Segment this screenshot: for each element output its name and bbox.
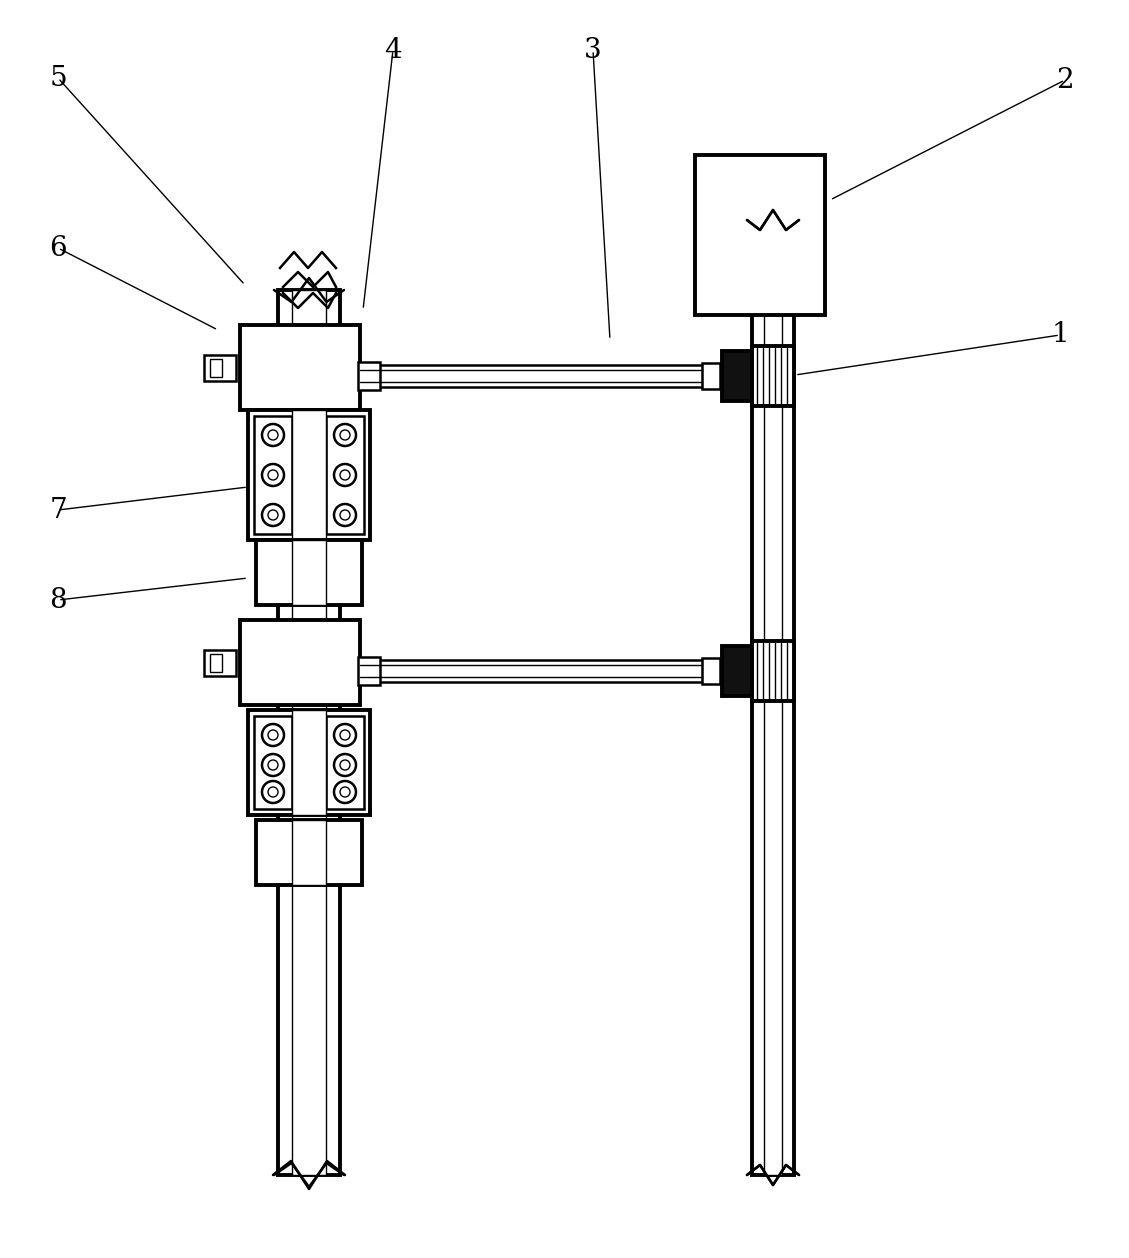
- Text: 2: 2: [1057, 67, 1074, 93]
- Text: 7: 7: [50, 497, 67, 523]
- Bar: [210, 653, 222, 672]
- Bar: [254, 716, 292, 809]
- Bar: [360, 365, 752, 387]
- Bar: [292, 291, 326, 1175]
- Bar: [752, 220, 794, 1175]
- Bar: [358, 362, 380, 390]
- Text: 4: 4: [384, 36, 402, 63]
- Bar: [723, 647, 758, 696]
- Bar: [292, 410, 326, 540]
- Bar: [358, 657, 380, 686]
- Bar: [240, 325, 360, 410]
- Bar: [752, 346, 794, 406]
- Text: 1: 1: [1051, 322, 1069, 348]
- Bar: [254, 416, 292, 533]
- Bar: [204, 649, 236, 676]
- Bar: [292, 540, 326, 605]
- Bar: [702, 658, 720, 684]
- Bar: [248, 710, 370, 815]
- Bar: [723, 351, 758, 401]
- Text: 3: 3: [584, 36, 602, 63]
- Bar: [764, 220, 782, 1175]
- Bar: [256, 540, 362, 605]
- Bar: [292, 820, 326, 884]
- Bar: [256, 820, 362, 884]
- Bar: [695, 155, 825, 314]
- Bar: [702, 364, 720, 389]
- Bar: [752, 642, 794, 701]
- Bar: [360, 660, 752, 682]
- Text: 8: 8: [50, 586, 67, 614]
- Bar: [248, 410, 370, 540]
- Text: 6: 6: [50, 234, 67, 262]
- Text: 5: 5: [50, 64, 67, 92]
- Bar: [204, 355, 236, 380]
- Bar: [292, 710, 326, 815]
- Bar: [240, 620, 360, 704]
- Bar: [210, 359, 222, 376]
- Bar: [278, 291, 340, 1175]
- Bar: [326, 716, 364, 809]
- Bar: [326, 416, 364, 533]
